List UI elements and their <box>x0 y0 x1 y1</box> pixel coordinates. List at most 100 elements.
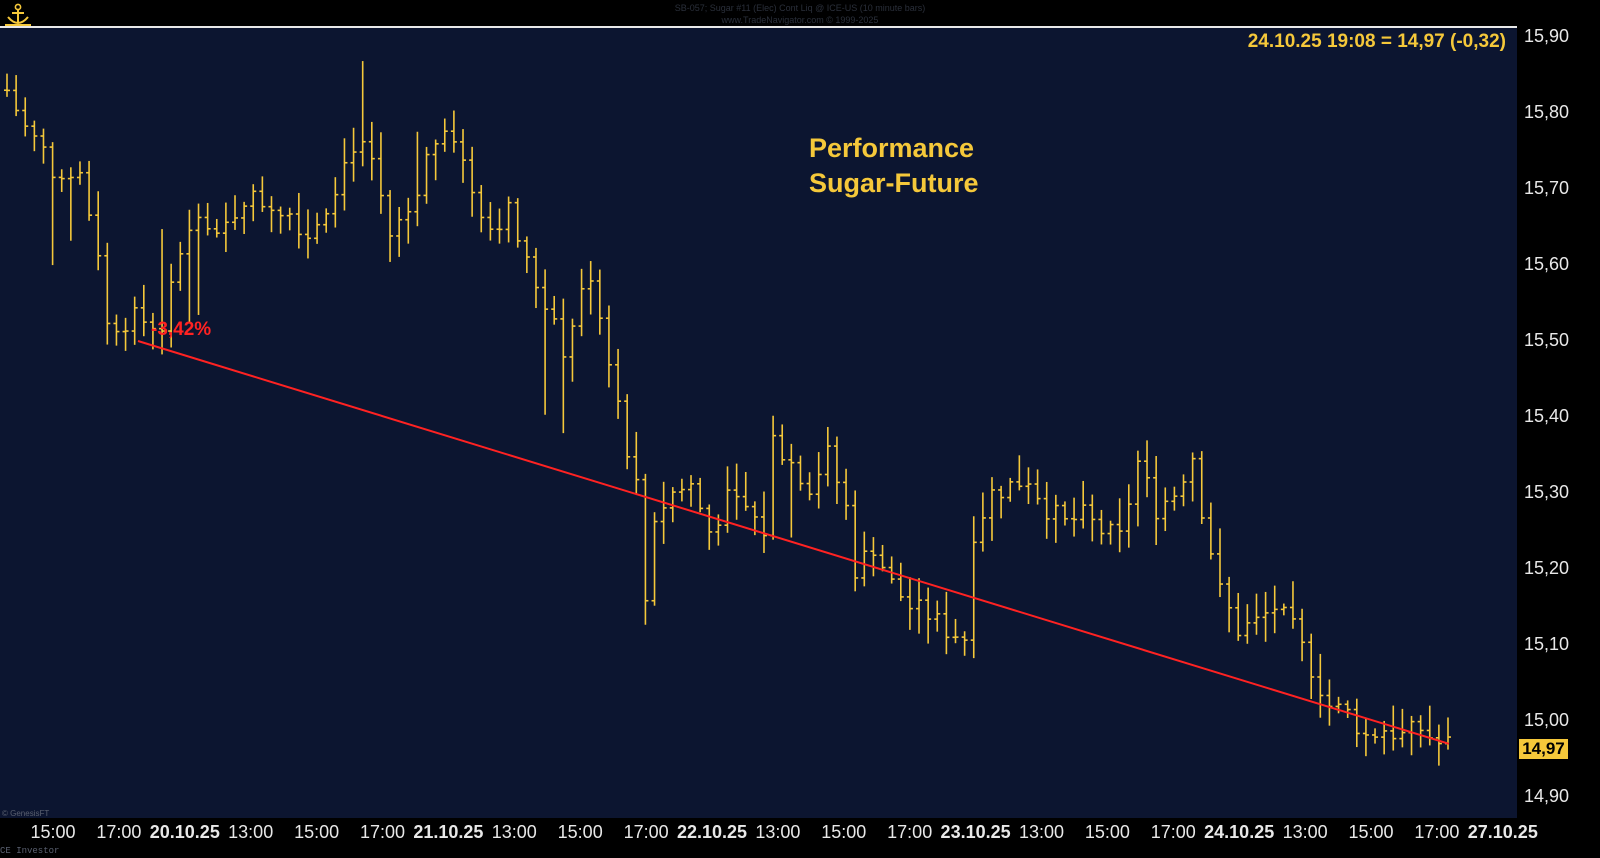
ohlc-bar <box>1125 484 1132 548</box>
ohlc-bar <box>569 318 576 382</box>
ohlc-bar <box>49 142 56 266</box>
ohlc-bar <box>1216 528 1223 598</box>
ohlc-bar <box>888 556 895 584</box>
ohlc-bar <box>22 97 29 137</box>
ohlc-bar <box>1034 469 1041 505</box>
ohlc-bar <box>1435 724 1442 766</box>
ohlc-bar <box>232 195 239 230</box>
x-time-label: 13:00 <box>228 822 274 842</box>
ohlc-bar <box>1317 653 1324 718</box>
ohlc-bar <box>587 261 594 315</box>
ohlc-bar <box>1016 455 1023 491</box>
ohlc-bar <box>505 196 512 243</box>
ohlc-bar <box>1299 608 1306 662</box>
ohlc-bar <box>1198 451 1205 524</box>
ohlc-bar <box>1308 633 1315 700</box>
ohlc-bar <box>286 207 293 231</box>
ohlc-bar <box>651 512 658 606</box>
ohlc-bar <box>870 537 877 577</box>
y-tick-label: 15,30 <box>1524 482 1570 502</box>
ohlc-bar <box>952 618 959 644</box>
ohlc-bar <box>396 207 403 257</box>
ohlc-bar <box>1280 603 1287 616</box>
ohlc-bar <box>1445 717 1451 750</box>
ohlc-bar <box>1052 494 1059 543</box>
ohlc-bar <box>1098 509 1105 545</box>
ohlc-bar <box>277 206 284 234</box>
ohlc-bar <box>58 169 65 192</box>
ohlc-bar <box>204 202 211 236</box>
x-time-label: 17:00 <box>96 822 142 842</box>
ohlc-bar <box>678 478 685 502</box>
x-time-label: 15:00 <box>30 822 76 842</box>
ohlc-bar <box>1116 498 1123 553</box>
ohlc-bar <box>861 531 868 587</box>
y-tick-label: 15,20 <box>1524 558 1570 578</box>
x-time-label: 15:00 <box>294 822 340 842</box>
ohlc-bar <box>460 129 467 183</box>
x-time-label: 15:00 <box>1084 822 1130 842</box>
ohlc-bar <box>806 472 813 501</box>
ohlc-bar <box>122 317 129 351</box>
ohlc-bar <box>770 415 777 540</box>
ohlc-bar <box>4 73 10 97</box>
ohlc-bar <box>1326 679 1333 726</box>
ohlc-bars <box>4 61 1451 766</box>
ohlc-bar <box>879 544 886 572</box>
plot-top-border <box>0 26 1517 28</box>
ohlc-bar <box>688 475 695 507</box>
ohlc-bar <box>1207 502 1214 560</box>
ohlc-bar <box>13 75 20 117</box>
ohlc-bar <box>131 296 138 345</box>
ohlc-bar <box>1390 705 1397 751</box>
ohlc-bar <box>405 197 412 244</box>
ohlc-bar <box>706 504 713 550</box>
last-price-marker: 14,97 <box>1519 739 1568 759</box>
ohlc-bar <box>314 212 321 244</box>
ohlc-bar <box>596 269 603 335</box>
ohlc-bar <box>615 348 622 419</box>
ohlc-bar <box>1153 456 1160 546</box>
ohlc-bar <box>660 481 667 544</box>
ohlc-bar <box>168 263 175 348</box>
ohlc-bar <box>578 268 585 337</box>
ohlc-bar <box>149 312 156 350</box>
quote-readout: 24.10.25 19:08 = 14,97 (-0,32) <box>1247 31 1506 52</box>
ohlc-bar <box>1107 520 1114 545</box>
ohlc-bar <box>67 167 74 241</box>
ohlc-bar <box>1162 487 1169 532</box>
ohlc-bar <box>450 110 457 153</box>
ohlc-bar <box>843 468 850 520</box>
ohlc-bar <box>532 247 539 309</box>
ohlc-bar <box>222 202 229 253</box>
ohlc-bar <box>788 443 795 538</box>
ohlc-bar <box>560 298 567 434</box>
ohlc-bar <box>916 578 923 634</box>
ohlc-bar <box>1226 576 1233 633</box>
ohlc-bar <box>1381 720 1388 755</box>
ohlc-bar <box>441 118 448 152</box>
ohlc-bar <box>113 314 120 346</box>
ohlc-bar <box>186 209 193 323</box>
ohlc-bar <box>1353 698 1360 748</box>
ohlc-bar <box>177 241 184 291</box>
y-tick-label: 15,90 <box>1524 26 1570 46</box>
x-date-label: 21.10.25 <box>413 822 484 842</box>
x-time-label: 15:00 <box>821 822 867 842</box>
ohlc-bar <box>213 218 220 238</box>
anchor-logo-icon[interactable] <box>5 3 31 27</box>
x-time-label: 13:00 <box>1282 822 1328 842</box>
ohlc-bar <box>551 295 558 325</box>
ohlc-bar <box>906 577 913 630</box>
ohlc-bar <box>925 587 932 644</box>
ohlc-bar <box>496 208 503 244</box>
ohlc-bar <box>1043 481 1050 539</box>
ohlc-bar <box>1271 585 1278 634</box>
ohlc-bar <box>514 198 521 248</box>
footer-credit: CE Investor <box>0 846 60 856</box>
ohlc-bar <box>605 305 612 388</box>
ohlc-bar <box>1372 728 1379 744</box>
ohlc-bar <box>140 284 147 337</box>
x-date-label: 24.10.25 <box>1204 822 1275 842</box>
